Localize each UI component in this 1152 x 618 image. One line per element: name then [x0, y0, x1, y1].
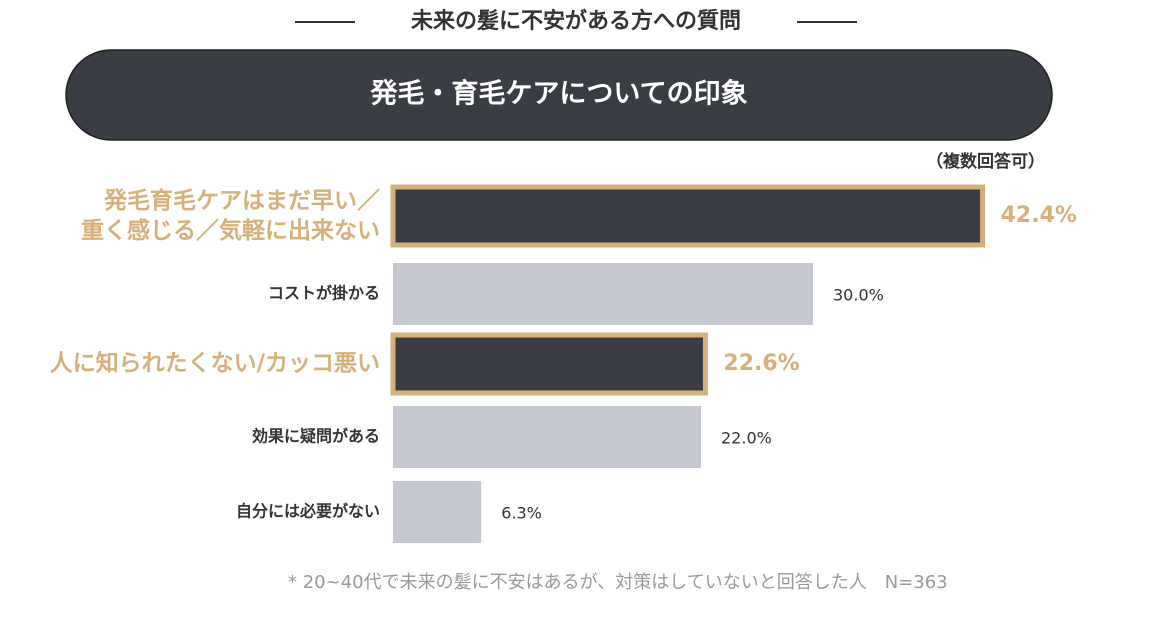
subtitle-pill: [65, 49, 1053, 141]
bar: [393, 406, 701, 468]
footnote: * 20~40代で未来の髪に不安はあるが、対策はしていないと回答した人 N=36…: [288, 571, 948, 593]
category-label: 発毛育毛ケアはまだ早い／重く感じる／気軽に出来ない: [81, 187, 380, 244]
category-label: 自分には必要がない: [236, 502, 380, 521]
category-label: 人に知られたくない/カッコ悪い: [50, 350, 380, 377]
bar: [390, 332, 708, 396]
category-label: 効果に疑問がある: [252, 427, 380, 446]
category-label: コストが掛かる: [268, 284, 380, 303]
chart-title: 未来の髪に不安がある方への質問: [411, 8, 741, 34]
value-label: 22.6%: [723, 351, 799, 376]
note: （複数回答可）: [926, 151, 1045, 172]
bar: [393, 481, 482, 543]
bar: [390, 184, 986, 248]
subtitle: 発毛・育毛ケアについての印象: [369, 78, 747, 110]
bar: [393, 263, 813, 325]
value-label: 22.0%: [721, 429, 772, 448]
value-label: 42.4%: [1001, 203, 1077, 228]
value-label: 6.3%: [501, 504, 542, 523]
value-label: 30.0%: [833, 286, 884, 305]
